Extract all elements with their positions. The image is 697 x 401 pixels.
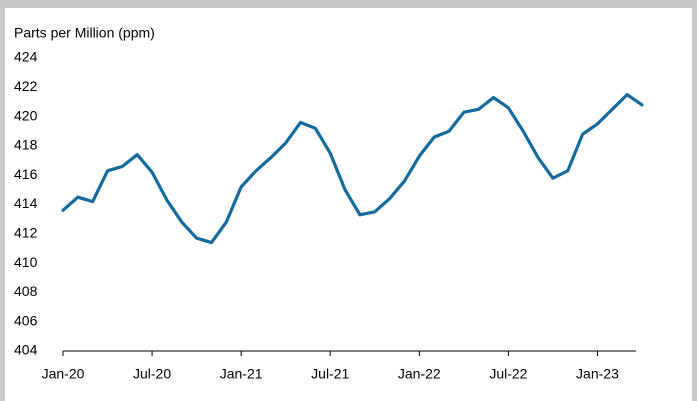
x-tick-label: Jan-20 [42, 366, 85, 382]
frame-top [0, 0, 697, 8]
x-tick-label: Jul-22 [489, 366, 527, 382]
y-tick-label: 412 [14, 225, 38, 241]
y-tick-label: 406 [14, 312, 38, 328]
x-tick-label: Jan-22 [398, 366, 441, 382]
y-tick-label: 408 [14, 283, 38, 299]
line-series [61, 93, 644, 245]
y-tick-label: 416 [14, 166, 38, 182]
y-tick-label: 414 [14, 195, 38, 211]
x-tick-label: Jul-21 [311, 366, 349, 382]
y-tick-label: 418 [14, 137, 38, 153]
y-tick-label: 422 [14, 78, 38, 94]
x-tick-label: Jul-20 [133, 366, 171, 382]
x-tick-label: Jan-21 [220, 366, 263, 382]
y-tick-label: 424 [14, 49, 38, 65]
y-tick-label: 420 [14, 107, 38, 123]
y-tick-label: 410 [14, 254, 38, 270]
y-axis-label: Parts per Million (ppm) [14, 25, 155, 41]
frame-left [0, 0, 5, 401]
y-tick-label: 404 [14, 342, 38, 358]
frame-right [692, 0, 697, 401]
x-tick-label: Jan-23 [576, 366, 619, 382]
